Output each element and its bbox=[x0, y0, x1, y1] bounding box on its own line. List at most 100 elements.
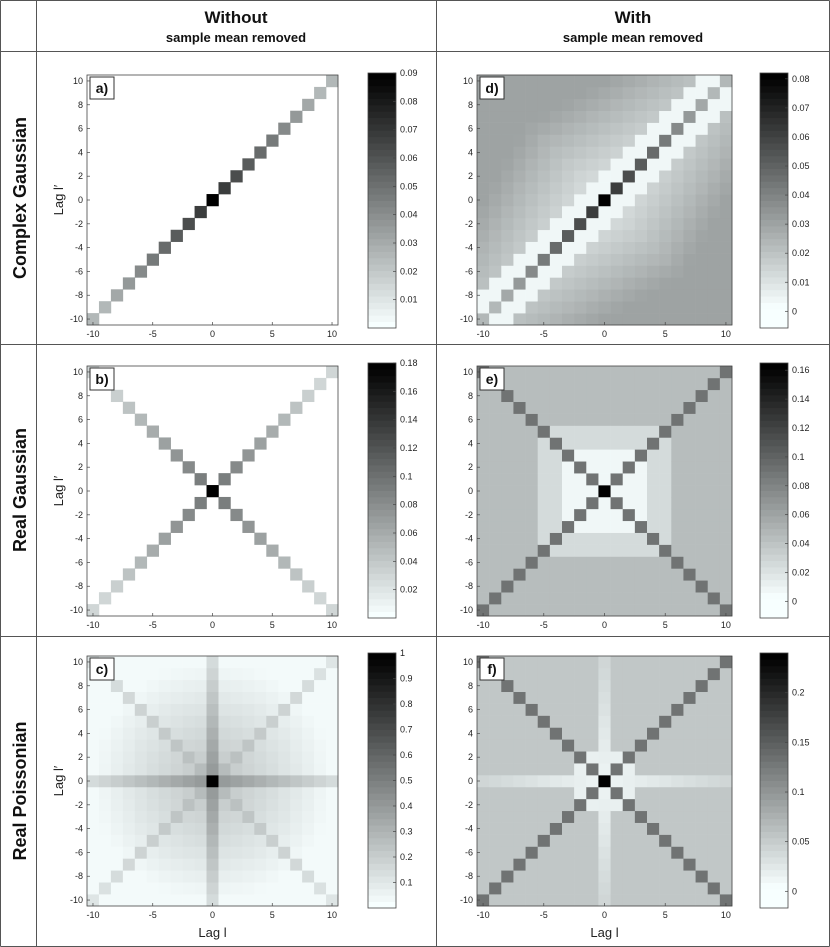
heatmap-cell bbox=[634, 277, 648, 290]
x-tick-label: -5 bbox=[540, 620, 548, 630]
panel-tag-box bbox=[479, 657, 505, 681]
y-tick-label: -2 bbox=[465, 800, 473, 810]
heatmap-cell bbox=[719, 656, 733, 669]
heatmap-cell bbox=[537, 763, 551, 776]
heatmap-cell bbox=[671, 485, 684, 498]
heatmap-cell bbox=[719, 170, 733, 183]
heatmap-cell bbox=[87, 313, 100, 326]
heatmap-cell bbox=[549, 425, 563, 438]
heatmap-cell bbox=[290, 727, 303, 740]
heatmap-cell bbox=[586, 110, 599, 123]
heatmap-cell bbox=[314, 86, 327, 100]
heatmap-cell bbox=[707, 810, 721, 823]
heatmap-cell bbox=[634, 556, 648, 569]
heatmap-cell bbox=[170, 751, 183, 764]
heatmap-cell bbox=[525, 568, 539, 581]
colorbar-step bbox=[760, 465, 788, 472]
colorbar-step bbox=[760, 270, 788, 278]
heatmap-cell bbox=[574, 846, 587, 859]
heatmap-cell bbox=[87, 822, 100, 835]
heatmap-cell bbox=[659, 229, 672, 242]
heatmap-cell bbox=[610, 870, 624, 883]
heatmap-cell bbox=[194, 473, 207, 486]
y-tick-label: -8 bbox=[465, 290, 473, 300]
heatmap-cell bbox=[574, 834, 587, 847]
heatmap-cell bbox=[622, 194, 636, 207]
heatmap-cell bbox=[562, 75, 575, 88]
y-tick-label: 6 bbox=[468, 705, 473, 715]
colorbar-step bbox=[368, 315, 396, 323]
colorbar-tick-label: 0.02 bbox=[792, 567, 810, 577]
heatmap-cell bbox=[683, 134, 696, 147]
heatmap-cell bbox=[537, 846, 551, 859]
heatmap-cell bbox=[598, 786, 611, 800]
heatmap-cell bbox=[610, 520, 624, 533]
heatmap-cell bbox=[87, 858, 100, 871]
heatmap-cell bbox=[489, 134, 502, 147]
colorbar-tick-label: 0 bbox=[792, 886, 797, 896]
heatmap-cell bbox=[513, 170, 526, 183]
heatmap-cell bbox=[489, 532, 502, 545]
heatmap-cell bbox=[683, 520, 696, 533]
heatmap-cell bbox=[326, 858, 339, 871]
heatmap-cell bbox=[634, 739, 648, 752]
y-tick-label: 8 bbox=[468, 391, 473, 401]
heatmap-cell bbox=[501, 544, 514, 557]
heatmap-cell bbox=[537, 520, 551, 533]
heatmap-cell bbox=[695, 253, 709, 266]
heatmap-cell bbox=[302, 389, 315, 403]
heatmap-cell bbox=[659, 520, 672, 533]
colorbar-step bbox=[760, 535, 788, 542]
heatmap-cell bbox=[707, 194, 721, 207]
heatmap-cell bbox=[634, 786, 648, 800]
colorbar-step bbox=[760, 477, 788, 485]
heatmap-cell bbox=[122, 870, 136, 883]
heatmap-cell bbox=[671, 520, 684, 533]
heatmap-cell bbox=[170, 656, 183, 669]
heatmap-cell bbox=[719, 473, 733, 486]
panel-tag-label: e) bbox=[486, 371, 498, 387]
heatmap-cell bbox=[574, 377, 587, 391]
y-tick-label: 8 bbox=[78, 681, 83, 691]
heatmap-cell bbox=[537, 401, 551, 414]
heatmap-cell bbox=[501, 205, 514, 219]
heatmap-cell bbox=[695, 110, 709, 123]
heatmap-cell bbox=[501, 265, 514, 278]
heatmap-cell bbox=[242, 846, 255, 859]
heatmap-cell bbox=[122, 894, 136, 907]
heatmap-cell bbox=[122, 679, 136, 693]
heatmap-cell bbox=[647, 715, 660, 728]
heatmap-cell bbox=[610, 496, 624, 510]
colorbar-step bbox=[760, 283, 788, 291]
heatmap-cell bbox=[683, 229, 696, 242]
heatmap-cell bbox=[586, 882, 599, 895]
heatmap-cell bbox=[230, 858, 243, 871]
heatmap-cell bbox=[537, 134, 551, 147]
heatmap-cell bbox=[610, 265, 624, 278]
heatmap-cell bbox=[610, 158, 624, 171]
heatmap-cell bbox=[146, 870, 160, 883]
heatmap-cell bbox=[683, 556, 696, 569]
colorbar-tick-label: 0.1 bbox=[792, 787, 805, 797]
heatmap-cell bbox=[122, 656, 136, 669]
colorbar-step bbox=[760, 302, 788, 310]
heatmap-cell bbox=[477, 253, 490, 266]
heatmap-cell bbox=[719, 146, 733, 159]
heatmap-cell bbox=[218, 667, 231, 681]
heatmap-cell bbox=[574, 679, 587, 693]
heatmap-cell bbox=[266, 846, 279, 859]
colorbar-step bbox=[760, 219, 788, 227]
colorbar-step bbox=[368, 124, 396, 131]
heatmap-cell bbox=[477, 182, 490, 195]
heatmap-cell bbox=[598, 253, 611, 266]
heatmap-cell bbox=[182, 870, 195, 883]
heatmap-cell bbox=[671, 86, 684, 100]
heatmap-cell bbox=[170, 763, 183, 776]
heatmap-cell bbox=[683, 798, 696, 812]
heatmap-cell bbox=[525, 217, 539, 231]
heatmap-cell bbox=[586, 739, 599, 752]
heatmap-cell bbox=[719, 894, 733, 907]
heatmap-cell bbox=[254, 532, 267, 545]
heatmap-cell bbox=[574, 75, 587, 88]
heatmap-cell bbox=[683, 158, 696, 171]
